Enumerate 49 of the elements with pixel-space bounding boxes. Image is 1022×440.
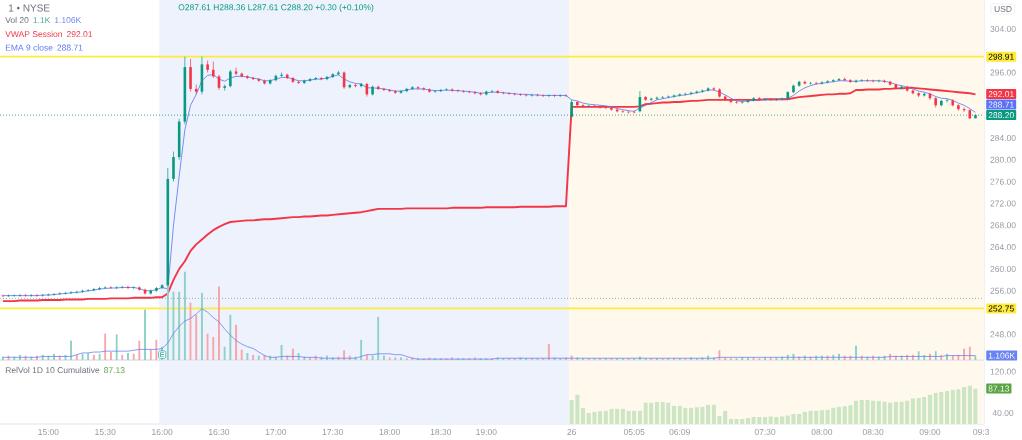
data-label: 292.01 <box>988 91 1014 98</box>
y-tick-label: 260.00 <box>990 265 1016 272</box>
x-tick-label: 18:30 <box>430 429 452 435</box>
x-tick-label: 08:30 <box>862 429 884 435</box>
y-tick-label: 276.00 <box>990 178 1016 185</box>
x-tick-label: 19:00 <box>476 429 497 435</box>
annotation: 1.1K <box>33 17 51 24</box>
y-tick-label: 40.00 <box>992 409 1014 416</box>
chart-title: 1 • NYSE <box>8 4 50 12</box>
x-tick-label: 07:30 <box>754 429 776 435</box>
annotation: 1.106K <box>988 352 1016 359</box>
text: 288.71 <box>57 44 83 51</box>
annotation: 87.13 <box>104 367 125 374</box>
x-tick-label: 08:00 <box>811 429 833 435</box>
ref-line-label: 288.20 <box>988 112 1014 119</box>
x-tick-label: 15:30 <box>95 429 116 435</box>
x-tick-label: 09:00 <box>919 429 941 435</box>
x-tick-label: 18:00 <box>379 429 400 435</box>
text: RelVol 1D 10 Cumulative <box>5 366 100 374</box>
text: Vol 20 <box>5 16 29 24</box>
y-tick-label: 256.00 <box>990 287 1016 294</box>
x-tick-label: 06:09 <box>669 429 690 435</box>
x-tick-label: 05:05 <box>623 429 645 435</box>
y-tick-label: 264.00 <box>990 244 1016 251</box>
text: EMA 9 close <box>5 44 53 51</box>
x-tick-label: 26 <box>567 429 576 435</box>
annotation: 87.13 <box>988 385 1010 392</box>
y-tick-label: 284.00 <box>990 135 1016 142</box>
y-tick-label: 248.00 <box>990 331 1016 338</box>
x-tick-label: 15:00 <box>38 429 59 435</box>
y-tick-label: 272.00 <box>990 200 1016 207</box>
y-tick-label: 268.00 <box>990 222 1016 229</box>
data-label: 288.71 <box>988 101 1014 108</box>
x-tick-label: 09:3 <box>973 429 990 435</box>
ref-line-label: 252.75 <box>988 305 1014 312</box>
y-tick-label: 120.00 <box>990 368 1016 375</box>
chart-subtitle: O287.61 H288.36 L287.61 C288.20 +0.30 (+0.10%) <box>178 4 374 12</box>
x-tick-label: 17:00 <box>265 429 287 435</box>
y-axis-title: USD <box>994 6 1012 12</box>
text: 292.01 <box>66 31 93 38</box>
annotation: 1.106K <box>54 17 82 24</box>
text: VWAP Session <box>5 30 62 38</box>
y-tick-label: 296.00 <box>990 69 1016 76</box>
y-tick-label: 304.00 <box>990 25 1016 32</box>
y-tick-label: 280.00 <box>990 156 1016 163</box>
ref-line-label: 298.91 <box>988 53 1014 60</box>
x-tick-label: 17:30 <box>322 429 344 435</box>
x-tick-label: 16:30 <box>209 429 230 435</box>
x-tick-label: 16:00 <box>152 429 173 435</box>
